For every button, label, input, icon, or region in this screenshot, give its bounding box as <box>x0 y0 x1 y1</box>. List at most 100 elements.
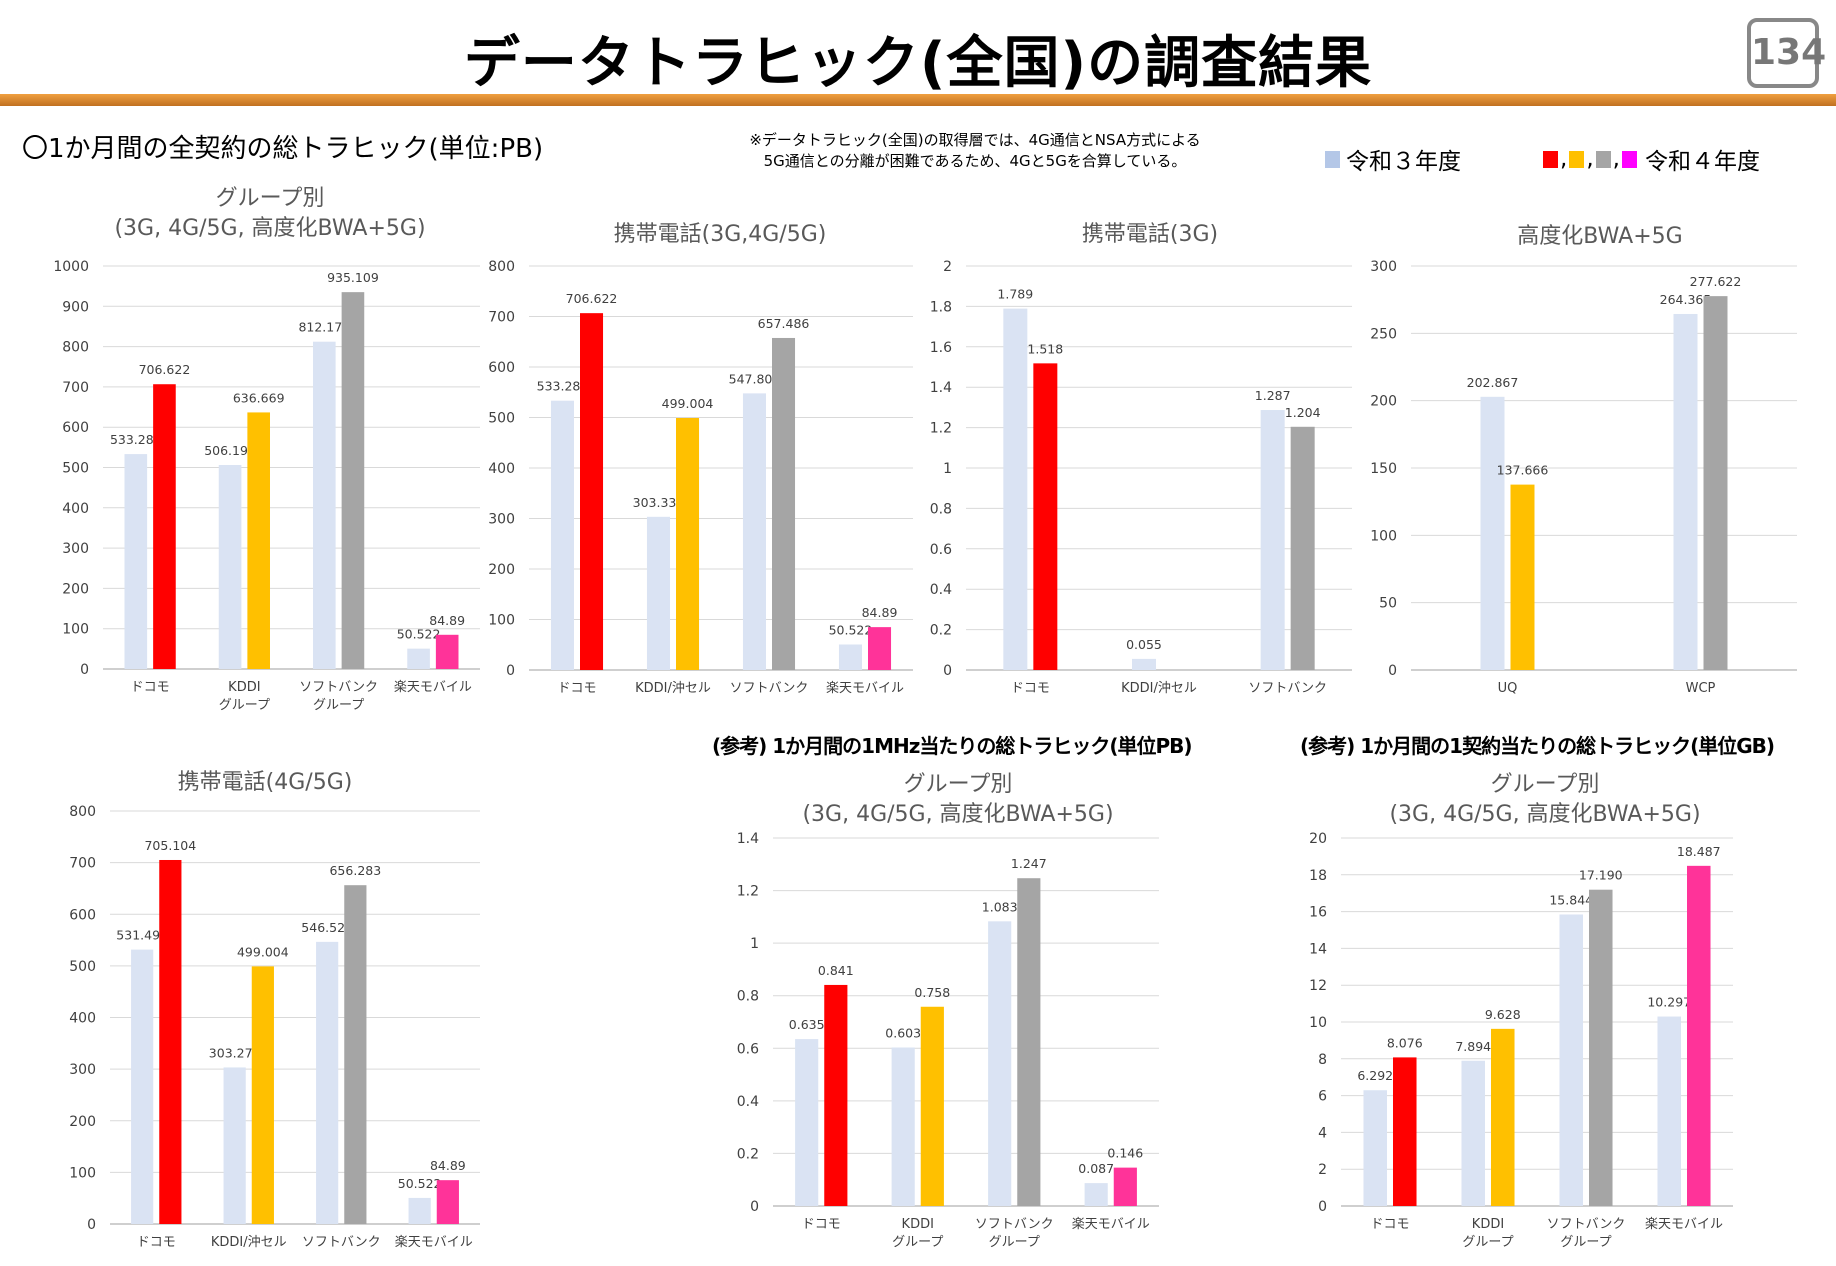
y-tick-label: 0.4 <box>930 582 952 598</box>
bar-prev <box>1260 410 1285 670</box>
x-tick-label: ソフトバンク <box>1547 1217 1626 1232</box>
y-tick-label: 800 <box>62 340 89 356</box>
chart-title-3g: 携帯電話(3G) <box>1081 222 1219 247</box>
x-tick-label: 楽天モバイル <box>1645 1216 1723 1232</box>
y-tick-label: 500 <box>69 959 96 975</box>
y-tick-label: 2 <box>943 259 952 275</box>
legend-curr: , , , 令和４年度 <box>1543 142 1760 176</box>
y-tick-label: 600 <box>62 420 89 436</box>
data-label: 6.292 <box>1357 1068 1393 1083</box>
legend-sep: , <box>1586 146 1594 172</box>
x-tick-label: グループ <box>1462 1235 1513 1250</box>
x-tick-label: グループ <box>1560 1235 1611 1250</box>
legend-swatch-gray <box>1595 150 1611 168</box>
bar-prev <box>1003 308 1028 670</box>
data-label: 1.083 <box>982 899 1018 914</box>
y-tick-label: 1.4 <box>930 380 952 396</box>
bar-prev <box>988 921 1012 1206</box>
bar-prev <box>1559 914 1583 1206</box>
y-tick-label: 18 <box>1309 868 1327 884</box>
y-tick-label: 2 <box>1318 1162 1327 1178</box>
data-label: 935.109 <box>327 270 379 285</box>
data-label: 506.198 <box>204 443 256 458</box>
reference-title-contract: (参考) 1か月間の1契約当たりの総トラヒック(単位GB) <box>1300 734 1775 758</box>
x-tick-label: グループ <box>219 698 270 713</box>
data-label: 15.844 <box>1549 892 1593 907</box>
bar-curr <box>1703 296 1728 670</box>
legend-swatch-yellow <box>1569 150 1585 168</box>
bar-prev <box>838 644 862 670</box>
y-tick-label: 100 <box>1370 528 1397 544</box>
x-tick-label: グループ <box>892 1235 943 1250</box>
data-label: 277.622 <box>1690 274 1742 289</box>
data-label: 1.789 <box>997 287 1033 302</box>
data-label: 50.522 <box>397 627 441 642</box>
y-tick-label: 100 <box>69 1165 96 1181</box>
y-tick-label: 600 <box>488 360 515 376</box>
y-tick-label: 0.6 <box>930 542 952 558</box>
data-label: 656.283 <box>329 863 381 878</box>
bar-prev <box>1363 1090 1387 1206</box>
x-tick-label: KDDI <box>228 680 260 695</box>
y-tick-label: 0 <box>1388 663 1397 679</box>
y-tick-label: 6 <box>1318 1089 1327 1105</box>
page-number: 134 <box>1747 18 1826 88</box>
y-tick-label: 20 <box>1309 831 1327 847</box>
x-tick-label: ソフトバンク <box>302 1235 381 1250</box>
bar-prev <box>742 393 766 670</box>
bar-curr <box>824 984 848 1206</box>
data-label: 50.522 <box>398 1176 442 1191</box>
bar-prev <box>646 516 670 670</box>
y-tick-label: 0.4 <box>737 1094 759 1110</box>
y-tick-label: 600 <box>69 907 96 923</box>
chart-title-line: グループ別 <box>215 186 325 211</box>
bar-curr <box>1017 878 1041 1206</box>
x-tick-label: ドコモ <box>137 1235 176 1250</box>
bar-prev <box>1657 1016 1681 1206</box>
data-label: 1.247 <box>1011 856 1047 871</box>
bar-curr <box>1491 1028 1515 1206</box>
bar-curr <box>1290 426 1315 670</box>
bar-curr <box>772 337 796 670</box>
data-label: 706.622 <box>566 291 618 306</box>
y-tick-label: 1.2 <box>737 884 759 900</box>
chart-title-line: グループ別 <box>903 772 1013 797</box>
y-tick-label: 1.8 <box>930 299 952 315</box>
x-tick-label: グループ <box>989 1235 1040 1250</box>
x-tick-label: UQ <box>1498 681 1518 696</box>
bar-prev <box>795 1039 819 1206</box>
x-tick-label: 楽天モバイル <box>826 680 904 696</box>
chart-title-contract: グループ別 (3G, 4G/5G, 高度化BWA+5G) <box>1345 770 1745 830</box>
bar-curr <box>1033 363 1058 670</box>
data-label: 84.89 <box>862 605 898 620</box>
x-tick-label: KDDI <box>902 1217 934 1232</box>
y-tick-label: 200 <box>488 562 515 578</box>
y-tick-label: 0.2 <box>930 623 952 639</box>
chart-6: 0 2 4 6 8 10 12 14 16 18 20 ドコモ 6.292 8.076 KDDI グループ 7.… <box>1309 831 1733 1250</box>
bar-curr <box>251 966 274 1224</box>
y-tick-label: 0 <box>750 1199 759 1215</box>
bar-curr <box>341 292 365 669</box>
y-tick-label: 400 <box>488 461 515 477</box>
legend-swatch-prev <box>1325 150 1340 168</box>
x-tick-label: グループ <box>313 698 364 713</box>
data-label: 1.204 <box>1285 405 1321 420</box>
bar-prev <box>1132 658 1156 670</box>
chart-title-line: (3G, 4G/5G, 高度化BWA+5G) <box>114 216 426 241</box>
x-tick-label: ドコモ <box>557 681 596 696</box>
chart-title-bwa: 高度化BWA+5G <box>1517 224 1683 249</box>
y-tick-label: 700 <box>62 380 89 396</box>
x-tick-label: ドコモ <box>1370 1217 1409 1232</box>
data-label: 0.603 <box>885 1025 921 1040</box>
y-tick-label: 100 <box>488 613 515 629</box>
y-tick-label: 1.2 <box>930 421 952 437</box>
legend-sep: , <box>1612 146 1620 172</box>
data-label: 202.867 <box>1467 375 1519 390</box>
y-tick-label: 700 <box>488 310 515 326</box>
chart-title-mhz: グループ別 (3G, 4G/5G, 高度化BWA+5G) <box>758 770 1158 830</box>
x-tick-label: ソフトバンク <box>730 681 809 696</box>
chart-title-line: (3G, 4G/5G, 高度化BWA+5G) <box>1389 802 1701 827</box>
y-tick-label: 0 <box>87 1217 96 1233</box>
page-title: データトラヒック(全国)の調査結果 <box>463 31 1373 96</box>
y-tick-label: 0 <box>80 662 89 678</box>
